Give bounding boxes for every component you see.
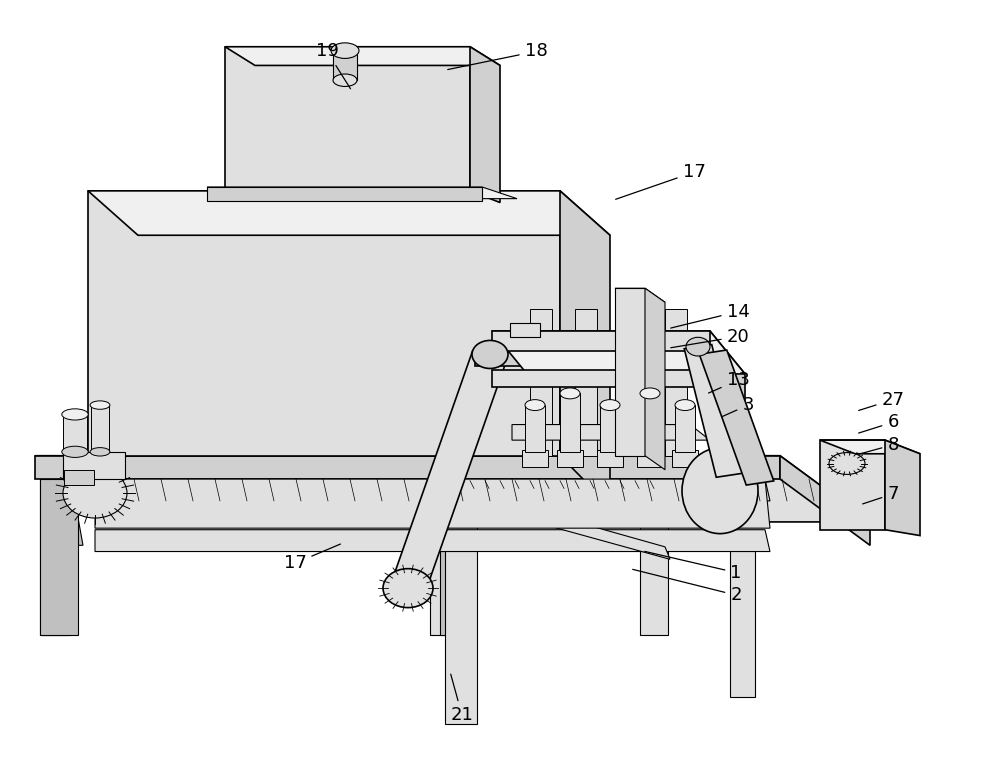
Polygon shape <box>600 405 620 452</box>
Polygon shape <box>225 47 470 191</box>
Polygon shape <box>88 191 560 456</box>
Bar <box>430 479 458 635</box>
Text: 18: 18 <box>448 42 547 69</box>
Bar <box>522 450 548 467</box>
Bar <box>63 452 125 479</box>
Ellipse shape <box>90 401 110 409</box>
Polygon shape <box>560 393 580 452</box>
Bar <box>637 450 663 467</box>
Polygon shape <box>35 456 780 479</box>
Ellipse shape <box>62 446 88 457</box>
Bar <box>64 470 94 485</box>
Polygon shape <box>470 47 500 203</box>
Bar <box>672 450 698 467</box>
Text: 21: 21 <box>451 674 473 724</box>
Ellipse shape <box>90 448 110 456</box>
Ellipse shape <box>675 400 695 411</box>
Polygon shape <box>820 440 885 530</box>
Ellipse shape <box>331 43 359 58</box>
Polygon shape <box>710 331 745 493</box>
Polygon shape <box>91 405 109 452</box>
Polygon shape <box>207 187 482 201</box>
Text: 17: 17 <box>284 544 340 573</box>
Bar <box>640 479 668 635</box>
Polygon shape <box>675 405 695 452</box>
Ellipse shape <box>640 388 660 399</box>
Polygon shape <box>43 479 71 635</box>
Polygon shape <box>95 530 770 552</box>
Polygon shape <box>820 440 920 453</box>
Ellipse shape <box>682 448 758 534</box>
Polygon shape <box>492 370 710 387</box>
Polygon shape <box>95 479 770 528</box>
Text: 14: 14 <box>671 302 749 328</box>
Polygon shape <box>615 288 645 456</box>
Polygon shape <box>684 344 744 478</box>
Text: 7: 7 <box>863 485 899 504</box>
Text: 27: 27 <box>859 390 904 411</box>
Bar <box>40 479 68 635</box>
Circle shape <box>63 468 127 518</box>
Polygon shape <box>510 323 540 337</box>
Polygon shape <box>333 51 357 80</box>
Text: 19: 19 <box>316 42 351 89</box>
Polygon shape <box>640 393 660 452</box>
Polygon shape <box>43 479 83 545</box>
Polygon shape <box>35 456 870 522</box>
Polygon shape <box>63 414 87 452</box>
Bar <box>530 309 552 456</box>
Ellipse shape <box>525 400 545 411</box>
Polygon shape <box>492 331 710 351</box>
Circle shape <box>383 569 433 608</box>
Polygon shape <box>645 288 665 470</box>
Circle shape <box>686 337 710 356</box>
Polygon shape <box>430 481 670 559</box>
Bar <box>730 545 755 697</box>
Ellipse shape <box>600 400 620 411</box>
Circle shape <box>472 340 508 368</box>
Ellipse shape <box>333 74 357 86</box>
Bar <box>575 309 597 456</box>
Polygon shape <box>391 351 507 592</box>
Text: 3: 3 <box>723 396 754 417</box>
Bar <box>557 450 583 467</box>
Bar <box>440 479 460 635</box>
Text: 2: 2 <box>633 569 742 605</box>
Ellipse shape <box>829 453 865 474</box>
Bar <box>445 479 477 724</box>
Polygon shape <box>615 288 665 302</box>
Polygon shape <box>492 331 745 374</box>
Polygon shape <box>95 479 770 501</box>
Ellipse shape <box>560 388 580 399</box>
Text: 20: 20 <box>671 327 749 347</box>
Polygon shape <box>475 352 560 366</box>
Polygon shape <box>699 350 774 485</box>
Polygon shape <box>225 47 500 65</box>
Ellipse shape <box>62 409 88 420</box>
Bar <box>40 479 78 635</box>
Bar <box>597 450 623 467</box>
Bar <box>620 309 642 456</box>
Text: 8: 8 <box>859 435 899 454</box>
Polygon shape <box>885 440 920 536</box>
Polygon shape <box>780 456 870 545</box>
Text: 1: 1 <box>645 552 742 582</box>
Text: 17: 17 <box>616 163 705 199</box>
Text: 6: 6 <box>859 413 899 433</box>
Polygon shape <box>512 425 710 440</box>
Polygon shape <box>88 191 610 235</box>
Polygon shape <box>560 191 610 506</box>
Polygon shape <box>525 405 545 452</box>
Polygon shape <box>207 187 517 199</box>
Bar <box>665 309 687 456</box>
Text: 13: 13 <box>709 371 749 393</box>
